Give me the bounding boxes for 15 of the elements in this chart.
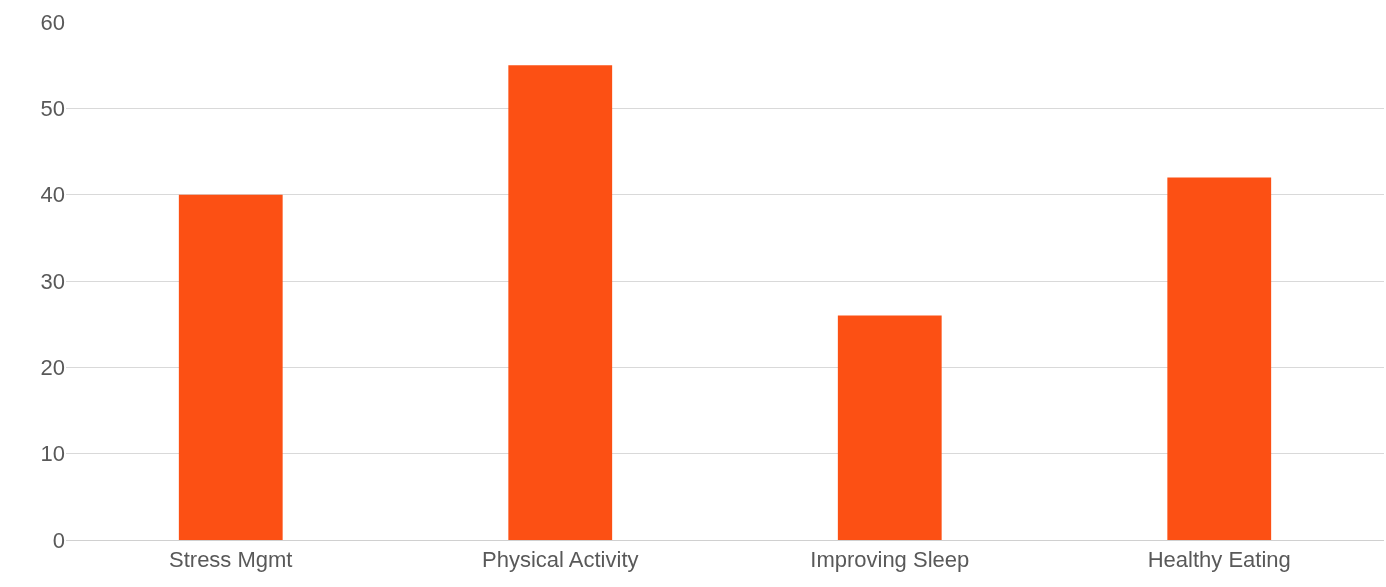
x-tick-label: Physical Activity [482,547,639,573]
y-tick-label: 60 [40,9,65,35]
bar [1167,177,1272,540]
y-tick-label: 0 [52,527,65,553]
y-tick-label: 50 [40,96,65,122]
y-tick-label: 30 [40,268,65,294]
x-tick-label: Stress Mgmt [169,547,293,573]
bar [178,194,283,540]
bar [508,65,613,540]
y-tick-label: 40 [40,182,65,208]
bar [837,315,942,540]
x-tick-label: Healthy Eating [1147,547,1291,573]
y-tick-label: 20 [40,355,65,381]
x-tick-label: Improving Sleep [810,547,970,573]
y-tick-label: 10 [40,441,65,467]
